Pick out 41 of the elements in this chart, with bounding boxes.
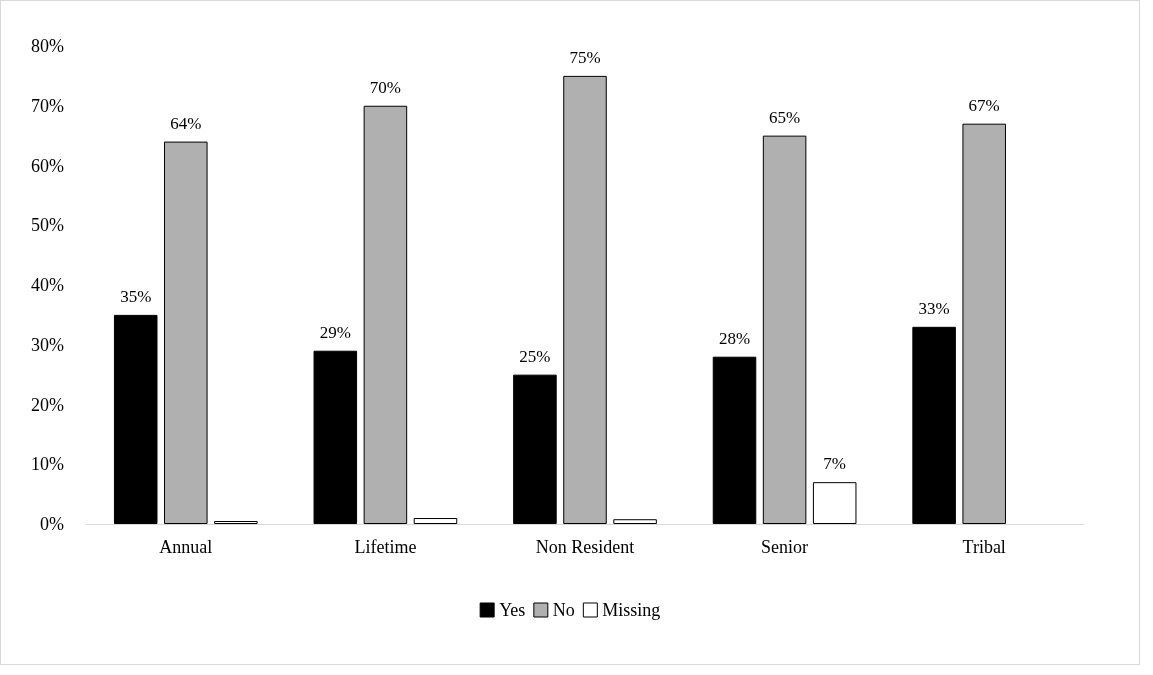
x-tick-label: Non Resident xyxy=(535,537,635,557)
y-tick-label: 80% xyxy=(31,36,64,56)
y-tick-label: 60% xyxy=(31,155,64,176)
bar xyxy=(912,326,956,524)
data-label: 67% xyxy=(968,95,1000,115)
data-label: 29% xyxy=(319,322,351,342)
bar xyxy=(962,123,1006,524)
data-label: 28% xyxy=(718,328,751,348)
bar xyxy=(313,350,358,524)
data-label: 70% xyxy=(369,77,401,97)
y-tick-label: 10% xyxy=(31,454,64,475)
x-tick-label: Tribal xyxy=(962,537,1006,557)
y-tick-label: 70% xyxy=(31,95,64,116)
data-label: 25% xyxy=(519,346,551,366)
x-tick-label: Lifetime xyxy=(354,537,417,557)
bar xyxy=(164,141,208,524)
bar xyxy=(613,519,657,524)
y-tick-label: 30% xyxy=(31,334,64,355)
data-label: 64% xyxy=(170,113,202,133)
legend-label: Missing xyxy=(602,600,661,620)
y-tick-label: 50% xyxy=(31,215,64,236)
legend-label: Yes xyxy=(499,600,526,620)
y-tick-label: 20% xyxy=(31,394,64,415)
bar xyxy=(712,356,757,524)
bar xyxy=(413,518,458,524)
data-label: 7% xyxy=(823,454,847,474)
bar xyxy=(762,135,807,524)
y-tick-label: 0% xyxy=(40,514,64,534)
y-tick-label: 40% xyxy=(31,275,64,295)
data-label: 75% xyxy=(569,47,601,67)
legend-label: No xyxy=(552,600,575,620)
data-label: 35% xyxy=(120,286,152,306)
bar xyxy=(363,105,408,524)
bar xyxy=(113,314,158,524)
x-tick-label: Senior xyxy=(761,537,809,557)
bar xyxy=(812,482,857,524)
x-tick-label: Annual xyxy=(159,537,213,557)
bar xyxy=(513,374,557,524)
data-label: 65% xyxy=(769,107,801,127)
bar xyxy=(563,75,607,524)
data-label: 33% xyxy=(918,298,950,318)
